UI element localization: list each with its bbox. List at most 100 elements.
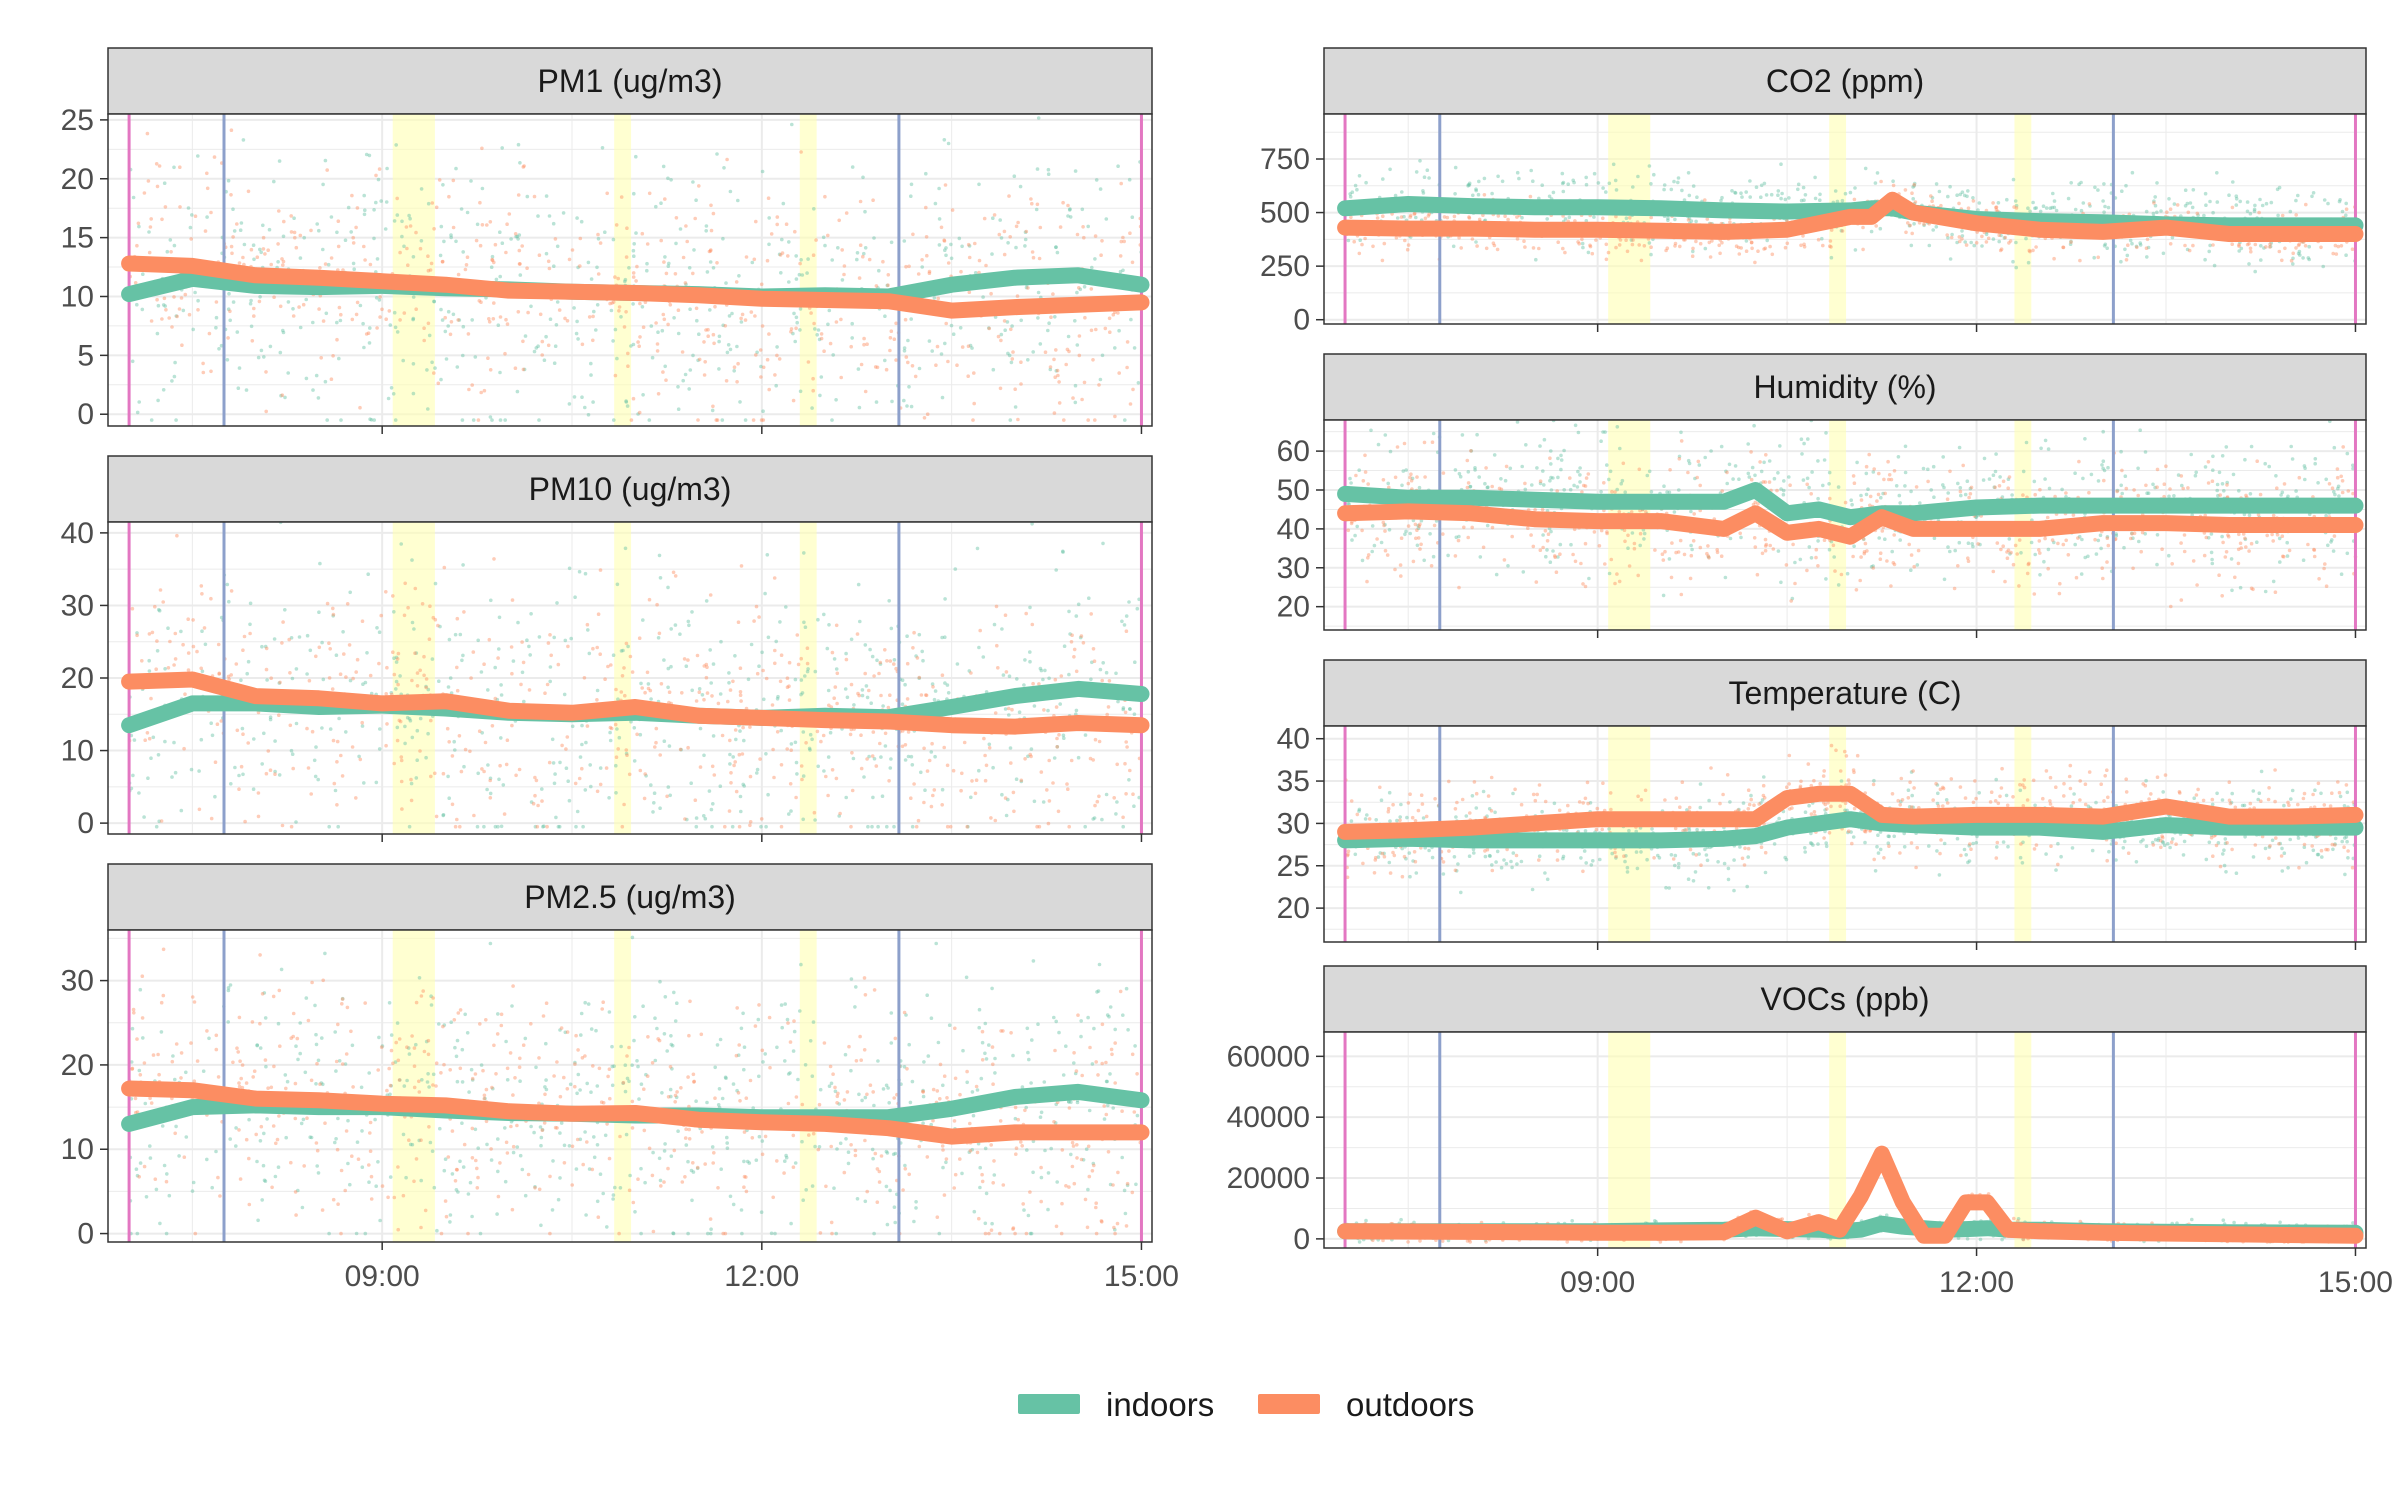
- raw-point-outdoors: [1052, 411, 1057, 415]
- raw-point-indoors: [468, 1180, 473, 1185]
- raw-point-outdoors: [668, 303, 673, 307]
- raw-point-indoors: [454, 239, 458, 244]
- raw-point-indoors: [2167, 197, 2171, 201]
- series-line-outdoors: [121, 1080, 1150, 1145]
- raw-point-indoors: [377, 630, 382, 634]
- raw-point-outdoors: [261, 247, 266, 251]
- raw-point-outdoors: [708, 249, 713, 253]
- raw-point-indoors: [527, 644, 531, 649]
- raw-point-indoors: [694, 824, 699, 829]
- raw-point-outdoors: [1089, 612, 1093, 616]
- raw-point-indoors: [921, 1121, 925, 1125]
- raw-point-indoors: [765, 553, 770, 557]
- raw-point-indoors: [573, 1060, 577, 1065]
- raw-point-outdoors: [744, 255, 749, 259]
- raw-point-outdoors: [314, 1141, 319, 1145]
- raw-point-indoors: [619, 315, 623, 319]
- raw-point-indoors: [248, 301, 253, 306]
- raw-point-outdoors: [157, 1072, 161, 1077]
- raw-point-outdoors: [429, 774, 433, 779]
- raw-point-outdoors: [309, 1078, 314, 1083]
- raw-point-outdoors: [463, 747, 468, 752]
- raw-point-indoors: [329, 215, 334, 219]
- raw-point-indoors: [166, 626, 170, 630]
- raw-point-indoors: [2253, 269, 2257, 274]
- raw-point-indoors: [337, 1059, 342, 1063]
- raw-point-indoors: [630, 935, 635, 940]
- raw-point-outdoors: [236, 1050, 240, 1054]
- raw-point-indoors: [738, 794, 743, 799]
- raw-point-outdoors: [419, 1138, 423, 1142]
- raw-point-indoors: [2269, 241, 2273, 245]
- raw-point-indoors: [308, 648, 313, 653]
- raw-point-indoors: [296, 1057, 300, 1062]
- raw-point-outdoors: [778, 253, 783, 257]
- raw-point-outdoors: [715, 418, 720, 422]
- y-tick-label: 25: [61, 104, 94, 137]
- raw-point-outdoors: [1080, 397, 1084, 402]
- raw-point-indoors: [2011, 177, 2016, 182]
- raw-point-indoors: [334, 1137, 338, 1141]
- raw-point-indoors: [649, 697, 653, 701]
- raw-point-indoors: [583, 571, 588, 576]
- raw-point-indoors: [289, 748, 294, 753]
- raw-point-outdoors: [493, 242, 498, 247]
- raw-point-outdoors: [764, 676, 769, 681]
- raw-point-outdoors: [291, 1011, 296, 1016]
- raw-point-outdoors: [399, 755, 404, 759]
- raw-point-indoors: [1955, 240, 1959, 245]
- x-tick-label: 15:00: [1104, 1260, 1179, 1293]
- raw-point-indoors: [340, 996, 345, 1001]
- raw-point-outdoors: [153, 604, 157, 609]
- raw-point-outdoors: [879, 693, 883, 698]
- raw-point-indoors: [570, 724, 575, 729]
- raw-point-indoors: [710, 1145, 715, 1149]
- raw-point-indoors: [312, 758, 317, 763]
- raw-point-indoors: [939, 352, 944, 356]
- raw-point-outdoors: [734, 1053, 739, 1058]
- raw-point-indoors: [759, 824, 763, 829]
- raw-point-indoors: [225, 582, 230, 587]
- raw-point-outdoors: [974, 1084, 979, 1089]
- raw-point-outdoors: [906, 730, 911, 734]
- raw-point-indoors: [660, 1091, 664, 1095]
- raw-point-outdoors: [1014, 224, 1019, 229]
- raw-point-indoors: [2102, 210, 2106, 214]
- raw-point-indoors: [450, 1172, 455, 1176]
- raw-point-indoors: [2307, 257, 2311, 262]
- raw-point-indoors: [906, 338, 910, 343]
- raw-point-outdoors: [999, 1029, 1003, 1033]
- raw-point-indoors: [762, 697, 766, 702]
- raw-point-indoors: [813, 818, 817, 822]
- raw-point-outdoors: [238, 1059, 242, 1063]
- raw-point-outdoors: [1011, 350, 1015, 354]
- raw-point-outdoors: [731, 679, 735, 684]
- raw-point-outdoors: [170, 1059, 175, 1064]
- raw-point-indoors: [1136, 381, 1141, 385]
- raw-point-outdoors: [470, 1156, 475, 1160]
- raw-point-indoors: [2038, 209, 2043, 214]
- raw-point-indoors: [209, 721, 213, 725]
- raw-point-indoors: [725, 1141, 729, 1145]
- raw-point-indoors: [1062, 736, 1066, 740]
- raw-point-outdoors: [2061, 245, 2066, 250]
- raw-point-outdoors: [613, 722, 618, 727]
- raw-point-outdoors: [179, 296, 184, 300]
- raw-point-indoors: [793, 740, 798, 745]
- raw-point-indoors: [801, 1198, 805, 1202]
- raw-point-indoors: [1592, 215, 1596, 219]
- raw-point-indoors: [722, 166, 726, 170]
- raw-point-indoors: [1003, 328, 1007, 333]
- raw-point-outdoors: [1957, 201, 1961, 206]
- raw-point-outdoors: [627, 772, 632, 777]
- raw-point-outdoors: [570, 1183, 574, 1187]
- raw-point-outdoors: [1749, 240, 1754, 245]
- x-tick-label: 09:00: [345, 1260, 420, 1293]
- raw-point-outdoors: [2124, 258, 2129, 262]
- raw-point-indoors: [702, 753, 706, 758]
- raw-point-indoors: [1006, 241, 1010, 245]
- raw-point-indoors: [367, 1180, 371, 1184]
- raw-point-outdoors: [486, 356, 490, 361]
- raw-point-indoors: [496, 323, 501, 328]
- raw-point-indoors: [947, 1023, 952, 1027]
